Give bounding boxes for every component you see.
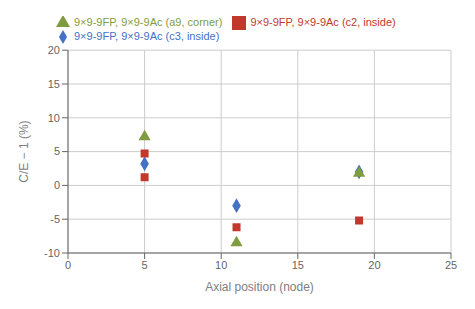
svg-text:15: 15 [48, 78, 60, 90]
svg-text:5: 5 [142, 259, 148, 271]
svg-text:10: 10 [215, 259, 227, 271]
svg-text:5: 5 [54, 145, 60, 157]
svg-text:25: 25 [445, 259, 457, 271]
svg-text:0: 0 [54, 179, 60, 191]
svg-text:-10: -10 [44, 247, 60, 259]
svg-text:15: 15 [292, 259, 304, 271]
svg-text:Axial position (node): Axial position (node) [205, 280, 314, 294]
html-text:9×9-9FP, 9×9-9Ac (c2, inside): 9×9-9FP, 9×9-9Ac (c2, inside) [250, 16, 396, 28]
svg-text:20: 20 [368, 259, 380, 271]
svg-text:-5: -5 [50, 213, 60, 225]
svg-text:20: 20 [48, 44, 60, 56]
svg-text:0: 0 [65, 259, 71, 271]
svg-text:10: 10 [48, 112, 60, 124]
html-text:9×9-9FP, 9×9-9Ac (a9, corner): 9×9-9FP, 9×9-9Ac (a9, corner) [74, 16, 223, 28]
svg-text:C/E − 1 (%): C/E − 1 (%) [17, 120, 31, 182]
html-text:9×9-9FP, 9×9-9Ac (c3, inside): 9×9-9FP, 9×9-9Ac (c3, inside) [74, 30, 220, 43]
